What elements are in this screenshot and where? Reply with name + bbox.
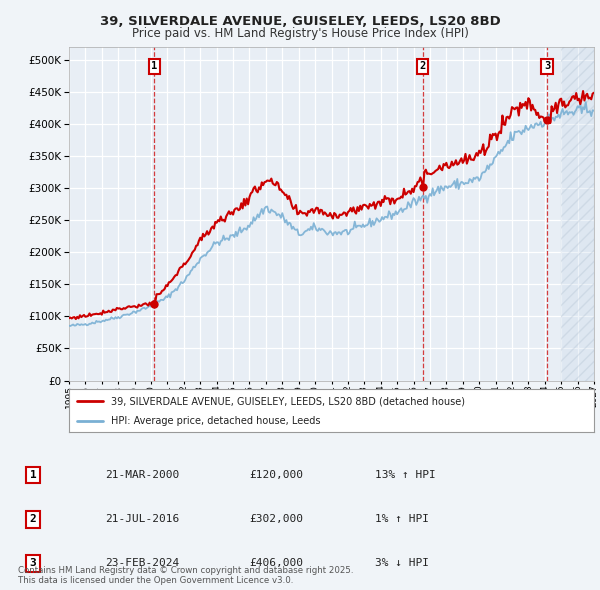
Text: £120,000: £120,000 — [249, 470, 303, 480]
Text: 1% ↑ HPI: 1% ↑ HPI — [375, 514, 429, 524]
Text: 2: 2 — [29, 514, 37, 524]
Text: 3% ↓ HPI: 3% ↓ HPI — [375, 559, 429, 568]
Text: 3: 3 — [29, 559, 37, 568]
Text: 2: 2 — [419, 61, 425, 71]
Text: 21-JUL-2016: 21-JUL-2016 — [105, 514, 179, 524]
Text: 13% ↑ HPI: 13% ↑ HPI — [375, 470, 436, 480]
Text: £406,000: £406,000 — [249, 559, 303, 568]
Text: 1: 1 — [151, 61, 158, 71]
Text: 21-MAR-2000: 21-MAR-2000 — [105, 470, 179, 480]
Text: £302,000: £302,000 — [249, 514, 303, 524]
Bar — [561, 47, 594, 381]
Text: 39, SILVERDALE AVENUE, GUISELEY, LEEDS, LS20 8BD (detached house): 39, SILVERDALE AVENUE, GUISELEY, LEEDS, … — [111, 396, 465, 407]
Text: Price paid vs. HM Land Registry's House Price Index (HPI): Price paid vs. HM Land Registry's House … — [131, 27, 469, 40]
Text: 39, SILVERDALE AVENUE, GUISELEY, LEEDS, LS20 8BD: 39, SILVERDALE AVENUE, GUISELEY, LEEDS, … — [100, 15, 500, 28]
Text: 1: 1 — [29, 470, 37, 480]
Text: 3: 3 — [544, 61, 550, 71]
Text: Contains HM Land Registry data © Crown copyright and database right 2025.
This d: Contains HM Land Registry data © Crown c… — [18, 566, 353, 585]
Text: 23-FEB-2024: 23-FEB-2024 — [105, 559, 179, 568]
Text: HPI: Average price, detached house, Leeds: HPI: Average price, detached house, Leed… — [111, 417, 320, 426]
